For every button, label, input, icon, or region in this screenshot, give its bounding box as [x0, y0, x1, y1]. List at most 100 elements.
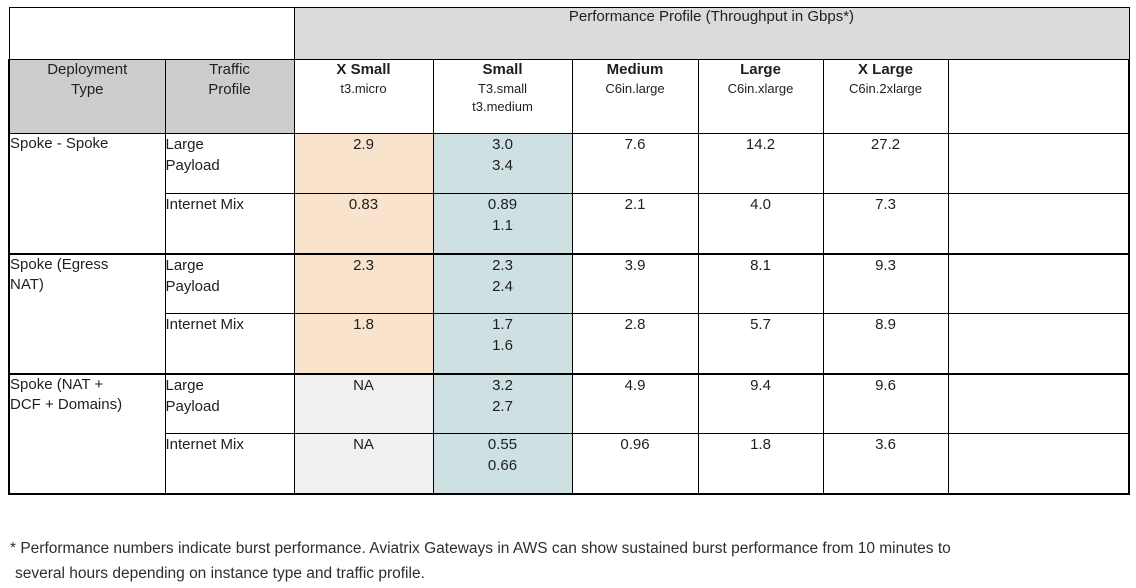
footnote-line-1: * Performance numbers indicate burst per… [10, 540, 951, 557]
text-line: 1.6 [492, 337, 513, 354]
value-cell-medium: 7.6 [571, 133, 699, 194]
value-cell-xlarge: 7.3 [822, 193, 949, 254]
table-row: Spoke - Spoke Large Payload 2.9 3.0 3.4 7.6 14.… [8, 133, 1130, 254]
banner-row: Performance Profile (Throughput in Gbps*… [8, 7, 1130, 60]
empty-cell [947, 433, 1130, 495]
table-row: Internet Mix NA 0.55 0.66 0.96 1.8 3.6 [9, 433, 1130, 495]
column-header-medium: Medium C6in.large [571, 59, 699, 134]
empty-cell [947, 252, 1130, 314]
text-line: Profile [208, 81, 251, 98]
text-line: 4.0 [750, 196, 771, 213]
footnote-line-2: several hours depending on instance type… [15, 565, 425, 582]
value-cell-large: 9.4 [697, 372, 824, 434]
text-line: Internet Mix [165, 436, 244, 453]
size-label: X Small [336, 61, 391, 78]
traffic-profile-cell: Large Payload [164, 133, 295, 194]
text-line: Deployment [47, 61, 128, 78]
column-header-xlarge: X Large C6in.2xlarge [822, 59, 949, 134]
value-cell-medium: 3.9 [571, 252, 699, 314]
value-cell-small: 0.89 1.1 [432, 193, 573, 254]
size-label: X Large [857, 61, 914, 78]
footnote: * Performance numbers indicate burst per… [10, 536, 1132, 586]
text-line: 1.1 [492, 217, 513, 234]
text-line: Spoke (Egress [10, 255, 109, 273]
text-line: 0.66 [487, 457, 518, 474]
value-cell-small: 3.2 2.7 [432, 372, 573, 434]
text-line: 0.83 [348, 196, 379, 213]
text-line: Type [70, 81, 104, 98]
traffic-profile-cell: Internet Mix [164, 313, 295, 374]
value-cell-xsmall: 0.83 [293, 193, 434, 254]
column-header-deployment-type: Deployment Type [8, 59, 166, 134]
traffic-profile-cell: Large Payload [164, 372, 295, 434]
value-cell-xlarge: 8.9 [822, 313, 949, 374]
value-cell-large: 1.8 [697, 433, 824, 495]
traffic-profile-cell: Internet Mix [164, 433, 295, 495]
text-line: 9.4 [750, 376, 771, 394]
text-line: Large [165, 376, 204, 394]
empty-cell [947, 133, 1130, 194]
value-cell-large: 8.1 [697, 252, 824, 314]
text-line: 7.6 [624, 136, 646, 153]
value-cell-medium: 0.96 [571, 433, 699, 495]
text-line: C6in.2xlarge [849, 81, 922, 96]
column-header-empty [947, 59, 1130, 134]
value-cell-small: 2.3 2.4 [432, 252, 573, 314]
value-cell-xlarge: 27.2 [822, 133, 949, 194]
column-header-large: Large C6in.xlarge [697, 59, 824, 134]
value-cell-xsmall: NA [293, 433, 434, 495]
table-row: Internet Mix 0.83 0.89 1.1 2.1 4.0 7.3 [9, 193, 1130, 254]
value-cell-medium: 2.8 [571, 313, 699, 374]
text-line: 7.3 [875, 196, 896, 213]
value-cell-small: 0.55 0.66 [432, 433, 573, 495]
text-line: Large [165, 136, 204, 153]
text-line: 2.4 [492, 277, 513, 295]
column-header-small: Small T3.small t3.medium [432, 59, 573, 134]
text-line: 2.3 [492, 256, 513, 274]
text-line: C6in.xlarge [727, 81, 794, 96]
value-cell-large: 4.0 [697, 193, 824, 254]
text-line: 8.1 [750, 256, 771, 274]
text-line: NA [353, 376, 374, 394]
table-row: Internet Mix 1.8 1.7 1.6 2.8 5.7 8.9 [9, 313, 1130, 374]
text-line: 1.8 [353, 316, 374, 333]
text-line: 2.9 [353, 136, 374, 153]
text-line: 9.6 [875, 376, 896, 394]
text-line: 8.9 [875, 316, 896, 333]
text-line: 2.3 [353, 256, 374, 274]
text-line: 3.2 [492, 376, 513, 394]
table-row: Spoke (Egress NAT) Large Payload 2.3 2.3 2.4 3.… [8, 252, 1130, 374]
blank-corner [8, 7, 295, 60]
value-cell-medium: 4.9 [571, 372, 699, 434]
text-line: Spoke - Spoke [10, 135, 109, 152]
performance-table: Performance Profile (Throughput in Gbps*… [8, 7, 1130, 495]
size-label: Small [482, 61, 523, 78]
value-cell-large: 5.7 [697, 313, 824, 374]
text-line: 2.7 [492, 397, 513, 415]
value-cell-xsmall: NA [293, 372, 434, 434]
text-line: 2.8 [624, 316, 646, 333]
text-line: 5.7 [750, 316, 771, 333]
value-cell-medium: 2.1 [571, 193, 699, 254]
empty-cell [947, 372, 1130, 434]
deployment-cell: Spoke (Egress NAT) [8, 252, 166, 374]
performance-profile-banner: Performance Profile (Throughput in Gbps*… [293, 7, 1130, 60]
text-line: t3.medium [472, 99, 533, 114]
text-line: C6in.large [605, 81, 665, 96]
text-line: NA [353, 436, 374, 453]
header-row: Deployment Type Traffic Profile X Small t3.mi… [8, 59, 1130, 134]
text-line: 2.1 [624, 196, 646, 213]
table-row: Spoke (NAT + DCF + Domains) Large Payload NA… [8, 372, 1130, 495]
text-line: 3.6 [875, 436, 896, 453]
text-line: Payload [165, 397, 220, 415]
text-line: Large [165, 256, 204, 274]
value-cell-xsmall: 2.9 [293, 133, 434, 194]
text-line: t3.micro [340, 81, 387, 96]
text-line: 3.4 [492, 157, 513, 174]
column-header-xsmall: X Small t3.micro [293, 59, 434, 134]
empty-cell [947, 313, 1130, 374]
text-line: NAT) [10, 275, 44, 293]
text-line: T3.small [477, 81, 528, 96]
text-line: Internet Mix [165, 196, 244, 213]
